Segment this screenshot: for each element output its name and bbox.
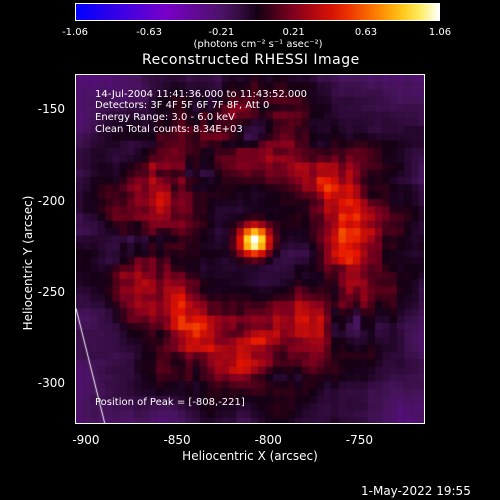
x-tick-label: -800 xyxy=(254,433,282,447)
y-tick-label: -200 xyxy=(37,193,65,208)
colorbar-tick-label: -1.06 xyxy=(62,27,88,38)
info-line-time: 14-Jul-2004 11:41:36.000 to 11:43:52.000 xyxy=(95,89,307,100)
info-line-energy: Energy Range: 3.0 - 6.0 keV xyxy=(95,112,235,123)
colorbar-tick-label: 1.06 xyxy=(428,27,452,38)
colorbar-unit-label: (photons cm⁻² s⁻¹ asec⁻²) xyxy=(193,39,323,50)
colorbar-tick-label: -0.21 xyxy=(208,27,235,38)
y-tick-label: -150 xyxy=(37,102,65,117)
rhessi-image-heatmap xyxy=(76,75,424,423)
x-axis-title: Heliocentric X (arcsec) xyxy=(182,449,318,463)
info-line-counts: Clean Total counts: 8.34E+03 xyxy=(95,124,243,135)
x-tick-label: -850 xyxy=(163,433,191,447)
info-line-detectors: Detectors: 3F 4F 5F 6F 7F 8F, Att 0 xyxy=(95,100,270,111)
image-plot-area xyxy=(75,74,425,424)
y-tick-label: -250 xyxy=(37,284,65,299)
y-tick-label: -300 xyxy=(37,375,65,390)
colorbar-tick-label: 0.63 xyxy=(354,27,378,38)
colorbar-tick-label: 0.21 xyxy=(282,27,305,38)
plot-timestamp: 1-May-2022 19:55 xyxy=(361,484,471,498)
peak-position-label: Position of Peak = [-808,-221] xyxy=(95,397,245,408)
y-axis-title: Heliocentric Y (arcsec) xyxy=(21,195,35,331)
x-tick-label: -900 xyxy=(72,433,100,447)
plot-title: Reconstructed RHESSI Image xyxy=(142,52,360,68)
colorbar-tick-label: -0.63 xyxy=(136,27,162,38)
colorbar xyxy=(75,3,440,21)
x-tick-label: -750 xyxy=(345,433,373,447)
